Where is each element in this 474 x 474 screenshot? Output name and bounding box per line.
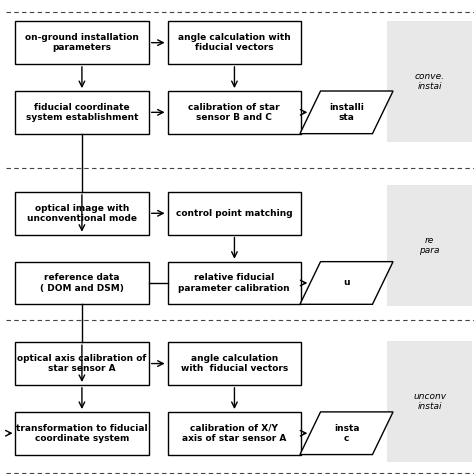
Text: installi
sta: installi sta [329,103,364,122]
Text: reference data
( DOM and DSM): reference data ( DOM and DSM) [40,273,124,292]
Text: unconv
instai: unconv instai [413,392,446,411]
Text: calibration of X/Y
axis of star sensor A: calibration of X/Y axis of star sensor A [182,424,286,443]
FancyBboxPatch shape [16,91,149,134]
FancyBboxPatch shape [16,412,149,455]
Text: re
para: re para [419,236,440,255]
Text: optical image with
unconventional mode: optical image with unconventional mode [27,204,137,223]
Text: calibration of star
sensor B and C: calibration of star sensor B and C [188,103,280,122]
FancyBboxPatch shape [16,262,149,304]
Text: control point matching: control point matching [176,209,292,218]
Text: optical axis calibration of
star sensor A: optical axis calibration of star sensor … [18,354,147,373]
FancyBboxPatch shape [167,412,301,455]
Text: u: u [343,279,350,287]
FancyBboxPatch shape [16,342,149,385]
Text: angle calculation with
fiducial vectors: angle calculation with fiducial vectors [178,33,291,52]
FancyBboxPatch shape [167,342,301,385]
FancyBboxPatch shape [387,185,472,306]
Polygon shape [300,262,393,304]
Text: relative fiducial
parameter calibration: relative fiducial parameter calibration [178,273,290,292]
FancyBboxPatch shape [167,21,301,64]
FancyBboxPatch shape [167,262,301,304]
Text: insta
c: insta c [334,424,359,443]
Text: transformation to fiducial
coordinate system: transformation to fiducial coordinate sy… [16,424,148,443]
Text: on-ground installation
parameters: on-ground installation parameters [25,33,139,52]
Polygon shape [300,91,393,134]
FancyBboxPatch shape [16,21,149,64]
FancyBboxPatch shape [387,21,472,142]
FancyBboxPatch shape [167,91,301,134]
Text: fiducial coordinate
system establishment: fiducial coordinate system establishment [26,103,138,122]
FancyBboxPatch shape [167,192,301,235]
FancyBboxPatch shape [16,192,149,235]
Text: angle calculation
with  fiducial vectors: angle calculation with fiducial vectors [181,354,288,373]
FancyBboxPatch shape [387,341,472,462]
Polygon shape [300,412,393,455]
Text: conve.
instai: conve. instai [415,72,445,91]
